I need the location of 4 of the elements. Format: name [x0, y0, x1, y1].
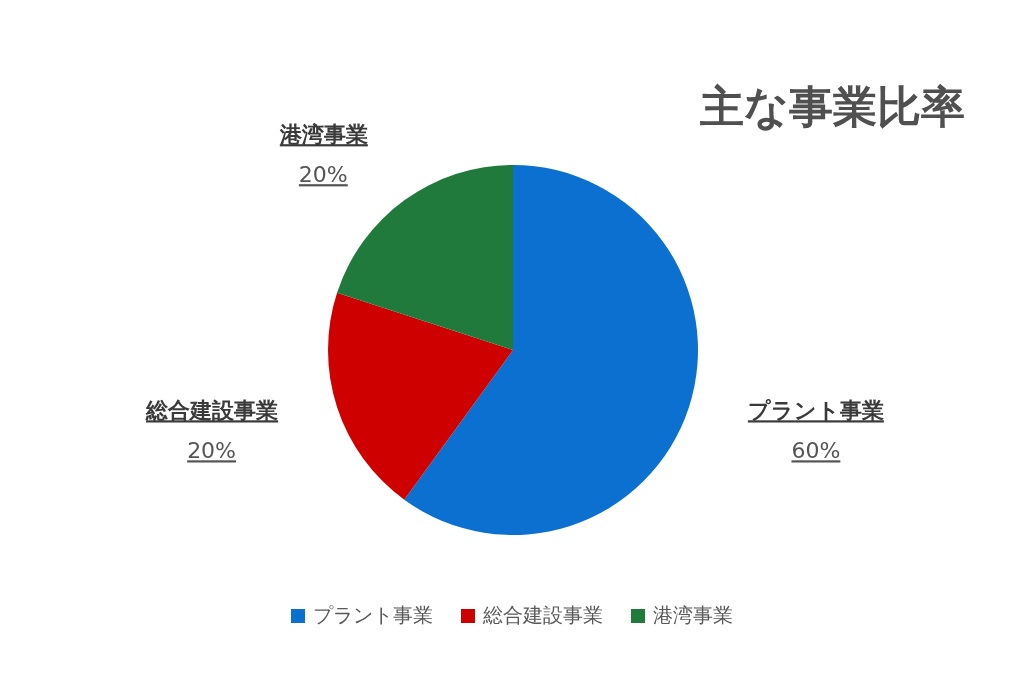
legend-label: 総合建設事業 — [482, 603, 603, 627]
chart-title: 主な事業比率 — [699, 81, 965, 132]
legend-label: プラント事業 — [313, 603, 433, 627]
legend-label: 港湾事業 — [653, 603, 733, 627]
